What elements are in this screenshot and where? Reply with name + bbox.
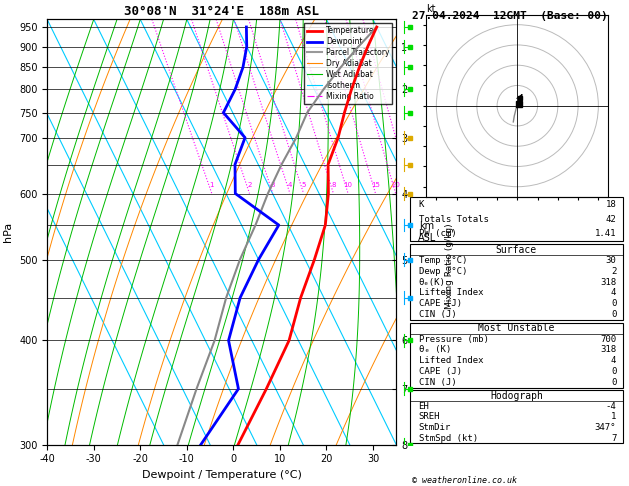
Text: CAPE (J): CAPE (J) — [419, 367, 462, 376]
Text: θₑ (K): θₑ (K) — [419, 346, 451, 354]
Text: Temp (°C): Temp (°C) — [419, 256, 467, 265]
Text: 4: 4 — [287, 182, 292, 189]
Text: 3: 3 — [270, 182, 275, 189]
Text: EH: EH — [419, 402, 430, 411]
Text: θₑ(K): θₑ(K) — [419, 278, 445, 287]
Text: Totals Totals: Totals Totals — [419, 214, 489, 224]
Bar — [410, 244, 623, 320]
Text: 4: 4 — [611, 356, 616, 365]
Text: CIN (J): CIN (J) — [419, 310, 456, 319]
Text: Most Unstable: Most Unstable — [478, 323, 555, 333]
Text: PW (cm): PW (cm) — [419, 229, 456, 238]
Text: StmSpd (kt): StmSpd (kt) — [419, 434, 478, 443]
Text: 318: 318 — [600, 346, 616, 354]
Text: Lifted Index: Lifted Index — [419, 356, 483, 365]
Bar — [410, 197, 623, 241]
Text: 0: 0 — [611, 367, 616, 376]
Title: 30°08'N  31°24'E  188m ASL: 30°08'N 31°24'E 188m ASL — [124, 5, 320, 18]
Text: 15: 15 — [371, 182, 380, 189]
Y-axis label: hPa: hPa — [3, 222, 13, 242]
Text: 1.41: 1.41 — [595, 229, 616, 238]
Text: SREH: SREH — [419, 413, 440, 421]
Text: © weatheronline.co.uk: © weatheronline.co.uk — [412, 475, 517, 485]
Bar — [410, 323, 623, 387]
Text: 10: 10 — [343, 182, 353, 189]
Bar — [410, 390, 623, 443]
Y-axis label: km
ASL: km ASL — [418, 221, 436, 243]
Text: 0: 0 — [611, 378, 616, 387]
Text: 0: 0 — [611, 310, 616, 319]
Text: Surface: Surface — [496, 244, 537, 255]
Text: 7: 7 — [611, 434, 616, 443]
Text: -4: -4 — [606, 402, 616, 411]
X-axis label: Dewpoint / Temperature (°C): Dewpoint / Temperature (°C) — [142, 470, 302, 480]
Text: 0: 0 — [611, 299, 616, 308]
Text: Dewp (°C): Dewp (°C) — [419, 267, 467, 276]
Text: 1: 1 — [209, 182, 214, 189]
Text: Pressure (mb): Pressure (mb) — [419, 335, 489, 344]
Text: Hodograph: Hodograph — [490, 391, 543, 400]
Text: 5: 5 — [301, 182, 306, 189]
Text: 1: 1 — [611, 413, 616, 421]
Text: 30: 30 — [606, 256, 616, 265]
Text: 8: 8 — [331, 182, 336, 189]
Text: 18: 18 — [606, 200, 616, 209]
Text: 2: 2 — [247, 182, 252, 189]
Text: 27.04.2024  12GMT  (Base: 00): 27.04.2024 12GMT (Base: 00) — [412, 11, 608, 21]
Text: CAPE (J): CAPE (J) — [419, 299, 462, 308]
Text: kt: kt — [426, 4, 436, 14]
Text: Lifted Index: Lifted Index — [419, 289, 483, 297]
Text: 700: 700 — [600, 335, 616, 344]
Text: 2: 2 — [611, 267, 616, 276]
Legend: Temperature, Dewpoint, Parcel Trajectory, Dry Adiabat, Wet Adiabat, Isotherm, Mi: Temperature, Dewpoint, Parcel Trajectory… — [304, 23, 392, 104]
Text: 20: 20 — [391, 182, 400, 189]
Text: K: K — [419, 200, 424, 209]
Text: StmDir: StmDir — [419, 423, 451, 432]
Text: 4: 4 — [611, 289, 616, 297]
Text: Mixing Ratio (g/kg): Mixing Ratio (g/kg) — [445, 223, 454, 309]
Text: CIN (J): CIN (J) — [419, 378, 456, 387]
Text: 318: 318 — [600, 278, 616, 287]
Text: 42: 42 — [606, 214, 616, 224]
Text: 347°: 347° — [595, 423, 616, 432]
